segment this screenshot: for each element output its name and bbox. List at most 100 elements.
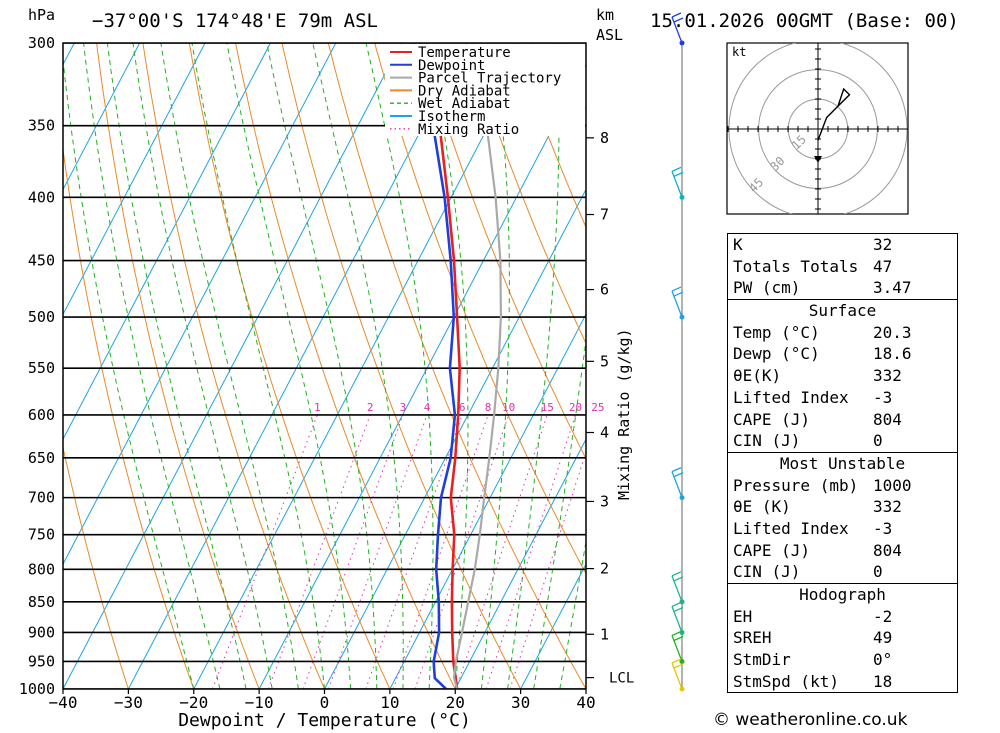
index-value: 47 — [873, 256, 893, 276]
wet-adiabat-line — [83, 43, 221, 689]
index-label: PW (cm) — [733, 278, 801, 298]
x-tick-label: 40 — [576, 693, 595, 712]
wet-adiabat-line — [63, 55, 195, 689]
index-label: Lifted Index — [733, 518, 849, 538]
wind-barb-flag — [671, 601, 682, 608]
index-row: Lifted Index -3 — [728, 387, 957, 409]
dry-adiabat-line — [513, 43, 586, 229]
x-axis-label: Dewpoint / Temperature (°C) — [178, 710, 471, 731]
isotherm-line — [0, 43, 9, 689]
legend-label: Parcel Trajectory — [418, 71, 561, 87]
index-label: Lifted Index — [733, 387, 849, 407]
pressure-tick-label: 500 — [28, 308, 55, 326]
temperature-line — [419, 43, 462, 689]
index-label: K — [733, 235, 743, 254]
wet-adiabat-line — [533, 336, 586, 689]
wind-barb-flag — [673, 606, 684, 613]
index-value: -2 — [873, 606, 893, 626]
wind-barb-flag — [673, 635, 684, 642]
pressure-tick-label: 600 — [28, 406, 55, 424]
wind-barb-flag — [671, 12, 682, 18]
km-tick-label: 4 — [600, 424, 609, 442]
mixing-ratio-line — [485, 414, 576, 689]
x-tick-label: 30 — [511, 693, 530, 712]
index-row: θE(K) 332 — [728, 365, 957, 387]
isotherm-line — [63, 43, 206, 316]
legend-label: Wet Adiabat — [418, 96, 511, 112]
index-value: 3.47 — [873, 278, 912, 298]
wind-barb-flag — [673, 472, 684, 478]
pressure-tick-label: 350 — [28, 117, 55, 135]
wet-adiabat-line — [507, 43, 560, 689]
parcel-trajectory-line — [452, 43, 503, 689]
index-row: Lifted Index -3 — [728, 518, 957, 540]
index-label: CAPE (J) — [733, 540, 811, 560]
index-value: 0 — [873, 431, 883, 451]
wind-barb-staff — [671, 662, 683, 690]
wind-barb-staff — [671, 575, 683, 603]
dry-adiabat-line — [327, 43, 586, 689]
mixing-ratio-label: 6 — [459, 401, 466, 414]
wind-barb-flag — [671, 467, 682, 473]
storm-motion-marker — [814, 156, 822, 163]
asl-unit-label: ASL — [596, 26, 624, 44]
legend-label: Dry Adiabat — [418, 83, 511, 99]
pressure-tick-label: 400 — [28, 188, 55, 206]
index-row: θE (K) 332 — [728, 496, 957, 518]
index-value: 332 — [873, 497, 902, 517]
isotherm-line — [520, 563, 586, 689]
mixing-ratio-label: 2 — [367, 401, 374, 414]
dry-adiabat-line — [420, 43, 586, 460]
km-tick-label: 1 — [600, 625, 609, 643]
index-row: CAPE (J) 804 — [728, 409, 957, 431]
wet-adiabat-line — [365, 43, 434, 689]
km-tick-label: 7 — [600, 206, 609, 224]
index-row: Dewp (°C) 18.6 — [728, 343, 957, 365]
mixing-ratio-label: 15 — [541, 401, 554, 414]
wind-barb-staff — [671, 16, 683, 44]
wind-barb-flag — [673, 291, 684, 297]
km-tick-label: 8 — [600, 129, 609, 147]
wet-adiabat-line — [559, 539, 586, 689]
mixing-ratio-line — [455, 414, 548, 689]
mixing-ratio-label: 8 — [485, 401, 492, 414]
index-label: Dewp (°C) — [733, 344, 820, 364]
x-tick-label: −10 — [245, 693, 274, 712]
index-row: CAPE (J) 804 — [728, 540, 957, 562]
index-value: 0 — [873, 562, 883, 582]
mixing-ratio-label: 20 — [569, 401, 582, 414]
dry-adiabat-line — [281, 43, 522, 689]
legend-label: Isotherm — [418, 109, 485, 125]
index-row: PW (cm) 3.47 — [728, 277, 957, 299]
mixing-ratio-axis-label: Mixing Ratio (g/kg) — [615, 328, 633, 500]
pressure-tick-label: 650 — [28, 449, 55, 467]
index-label: CAPE (J) — [733, 409, 811, 429]
index-value: 20.3 — [873, 322, 912, 342]
x-tick-label: 20 — [446, 693, 465, 712]
wet-adiabat-line — [266, 43, 378, 689]
datetime-title: 15.01.2026 00GMT (Base: 00) — [650, 10, 959, 32]
isotherm-line — [63, 43, 402, 689]
wet-adiabat-line — [106, 43, 247, 689]
dry-adiabat-line — [466, 43, 586, 345]
index-label: EH — [733, 606, 753, 626]
x-tick-label: 10 — [380, 693, 399, 712]
wind-barb-flag — [671, 658, 682, 664]
wet-adiabat-line — [480, 43, 510, 689]
wind-barb-flag — [673, 576, 684, 582]
isotherm-line — [454, 438, 586, 689]
mixing-ratio-label: 1 — [314, 401, 321, 414]
pressure-tick-label: 700 — [28, 489, 55, 507]
wind-barb-flag — [671, 630, 682, 637]
wind-barb-flag — [671, 286, 682, 292]
index-label: CIN (J) — [733, 562, 801, 582]
wind-barb-staff — [671, 290, 683, 318]
pressure-tick-label: 450 — [28, 252, 55, 270]
pressure-unit-label: hPa — [28, 6, 56, 24]
index-value: 49 — [873, 628, 893, 648]
index-section-title: Hodograph — [728, 583, 957, 606]
plot-area — [0, 43, 586, 689]
mixing-ratio-line — [328, 414, 428, 689]
